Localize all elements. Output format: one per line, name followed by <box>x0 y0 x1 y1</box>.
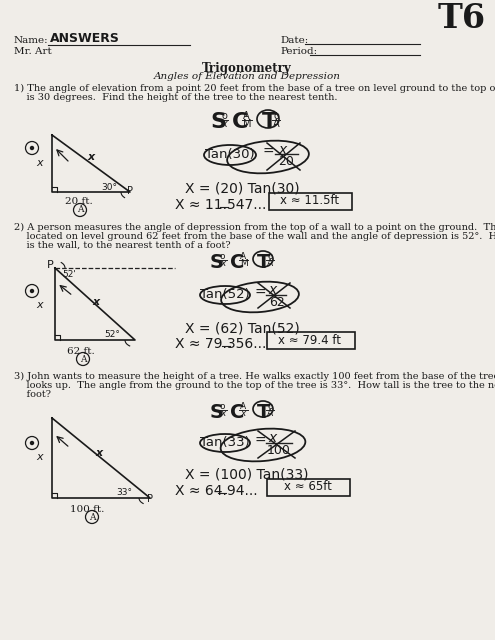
Text: T6: T6 <box>438 2 486 35</box>
Text: Tan(33): Tan(33) <box>200 436 250 449</box>
Text: 62 ft.: 62 ft. <box>67 347 95 356</box>
Text: Tan(30): Tan(30) <box>205 148 254 161</box>
Text: o: o <box>273 111 279 121</box>
Text: o: o <box>221 111 227 121</box>
Text: x ≈ 11.5ft: x ≈ 11.5ft <box>281 195 340 207</box>
Text: T: T <box>257 253 270 272</box>
Text: Mr. Art: Mr. Art <box>14 47 52 56</box>
Text: A: A <box>80 355 86 364</box>
Text: x: x <box>220 409 225 418</box>
Text: Name:: Name: <box>14 36 49 45</box>
Circle shape <box>31 289 34 292</box>
Text: o: o <box>267 252 273 261</box>
Text: x: x <box>278 143 286 157</box>
Text: x: x <box>268 283 276 297</box>
Text: M: M <box>240 259 248 268</box>
Text: Angles of Elevation and Depression: Angles of Elevation and Depression <box>153 72 341 81</box>
Text: x: x <box>95 448 102 458</box>
Text: A: A <box>77 205 83 214</box>
Text: Trigonometry: Trigonometry <box>202 62 292 75</box>
Text: 100: 100 <box>267 444 291 457</box>
Text: looks up.  The angle from the ground to the top of the tree is 33°.  How tall is: looks up. The angle from the ground to t… <box>14 381 495 390</box>
Text: X = (62) Tan(52): X = (62) Tan(52) <box>185 321 300 335</box>
Text: 1) The angle of elevation from a point 20 feet from the base of a tree on level : 1) The angle of elevation from a point 2… <box>14 84 495 93</box>
Text: T: T <box>257 403 270 422</box>
Text: P: P <box>127 186 133 196</box>
Text: X ≈ 11.547...: X ≈ 11.547... <box>175 198 266 212</box>
Text: S: S <box>210 403 224 422</box>
Text: A: A <box>267 409 273 418</box>
Text: x: x <box>92 297 99 307</box>
Circle shape <box>31 147 34 150</box>
Text: 62: 62 <box>269 296 285 309</box>
Text: x: x <box>36 158 43 168</box>
Text: A: A <box>240 402 246 411</box>
Text: 100 ft.: 100 ft. <box>70 505 104 514</box>
Text: 2) A person measures the angle of depression from the top of a wall to a point o: 2) A person measures the angle of depres… <box>14 223 495 232</box>
Text: C: C <box>232 112 248 132</box>
Text: C: C <box>230 403 245 422</box>
Text: T: T <box>262 112 277 132</box>
Text: 33°: 33° <box>116 488 132 497</box>
Text: o: o <box>220 252 226 261</box>
Text: C: C <box>230 253 245 272</box>
Text: x: x <box>240 409 246 418</box>
Text: =: = <box>263 145 275 159</box>
Text: x: x <box>221 119 227 129</box>
Text: x: x <box>36 300 43 310</box>
Text: A: A <box>243 111 249 121</box>
Text: S: S <box>210 253 224 272</box>
Text: 20: 20 <box>278 155 294 168</box>
Text: X ≈ 79.356...: X ≈ 79.356... <box>175 337 266 351</box>
Text: =: = <box>254 434 266 448</box>
Text: Date:: Date: <box>280 36 308 45</box>
Text: P: P <box>147 494 153 504</box>
Text: X = (100) Tan(33): X = (100) Tan(33) <box>185 468 308 482</box>
Circle shape <box>31 442 34 445</box>
Text: x: x <box>36 452 43 462</box>
Text: P: P <box>47 260 54 270</box>
Text: located on level ground 62 feet from the base of the wall and the angle of depre: located on level ground 62 feet from the… <box>14 232 495 241</box>
Text: M: M <box>243 119 251 129</box>
Text: foot?: foot? <box>14 390 51 399</box>
Text: 30°: 30° <box>101 183 117 192</box>
Text: is the wall, to the nearest tenth of a foot?: is the wall, to the nearest tenth of a f… <box>14 241 231 250</box>
Text: A: A <box>89 513 95 522</box>
Text: A: A <box>267 259 273 268</box>
Text: 52': 52' <box>62 270 76 279</box>
Text: A: A <box>240 252 246 261</box>
Text: x: x <box>268 431 276 445</box>
Text: x: x <box>220 259 225 268</box>
Text: x ≈ 79.4 ft: x ≈ 79.4 ft <box>279 333 342 346</box>
Text: 20 ft.: 20 ft. <box>65 197 93 206</box>
Text: is 30 degrees.  Find the height of the tree to the nearest tenth.: is 30 degrees. Find the height of the tr… <box>14 93 338 102</box>
Text: Tan(52): Tan(52) <box>200 288 250 301</box>
Text: X ≈ 64.94...: X ≈ 64.94... <box>175 484 257 498</box>
Text: A: A <box>273 119 280 129</box>
Text: x ≈ 65ft: x ≈ 65ft <box>284 481 332 493</box>
Text: o: o <box>220 402 226 411</box>
Text: Period:: Period: <box>280 47 317 56</box>
Text: =: = <box>254 286 266 300</box>
Text: X = (20) Tan(30): X = (20) Tan(30) <box>185 182 299 196</box>
Text: ANSWERS: ANSWERS <box>50 32 120 45</box>
Text: 3) John wants to measure the height of a tree. He walks exactly 100 feet from th: 3) John wants to measure the height of a… <box>14 372 495 381</box>
Text: 52°: 52° <box>104 330 120 339</box>
Text: S: S <box>210 112 226 132</box>
Text: o: o <box>267 402 273 411</box>
Text: x: x <box>87 152 94 162</box>
